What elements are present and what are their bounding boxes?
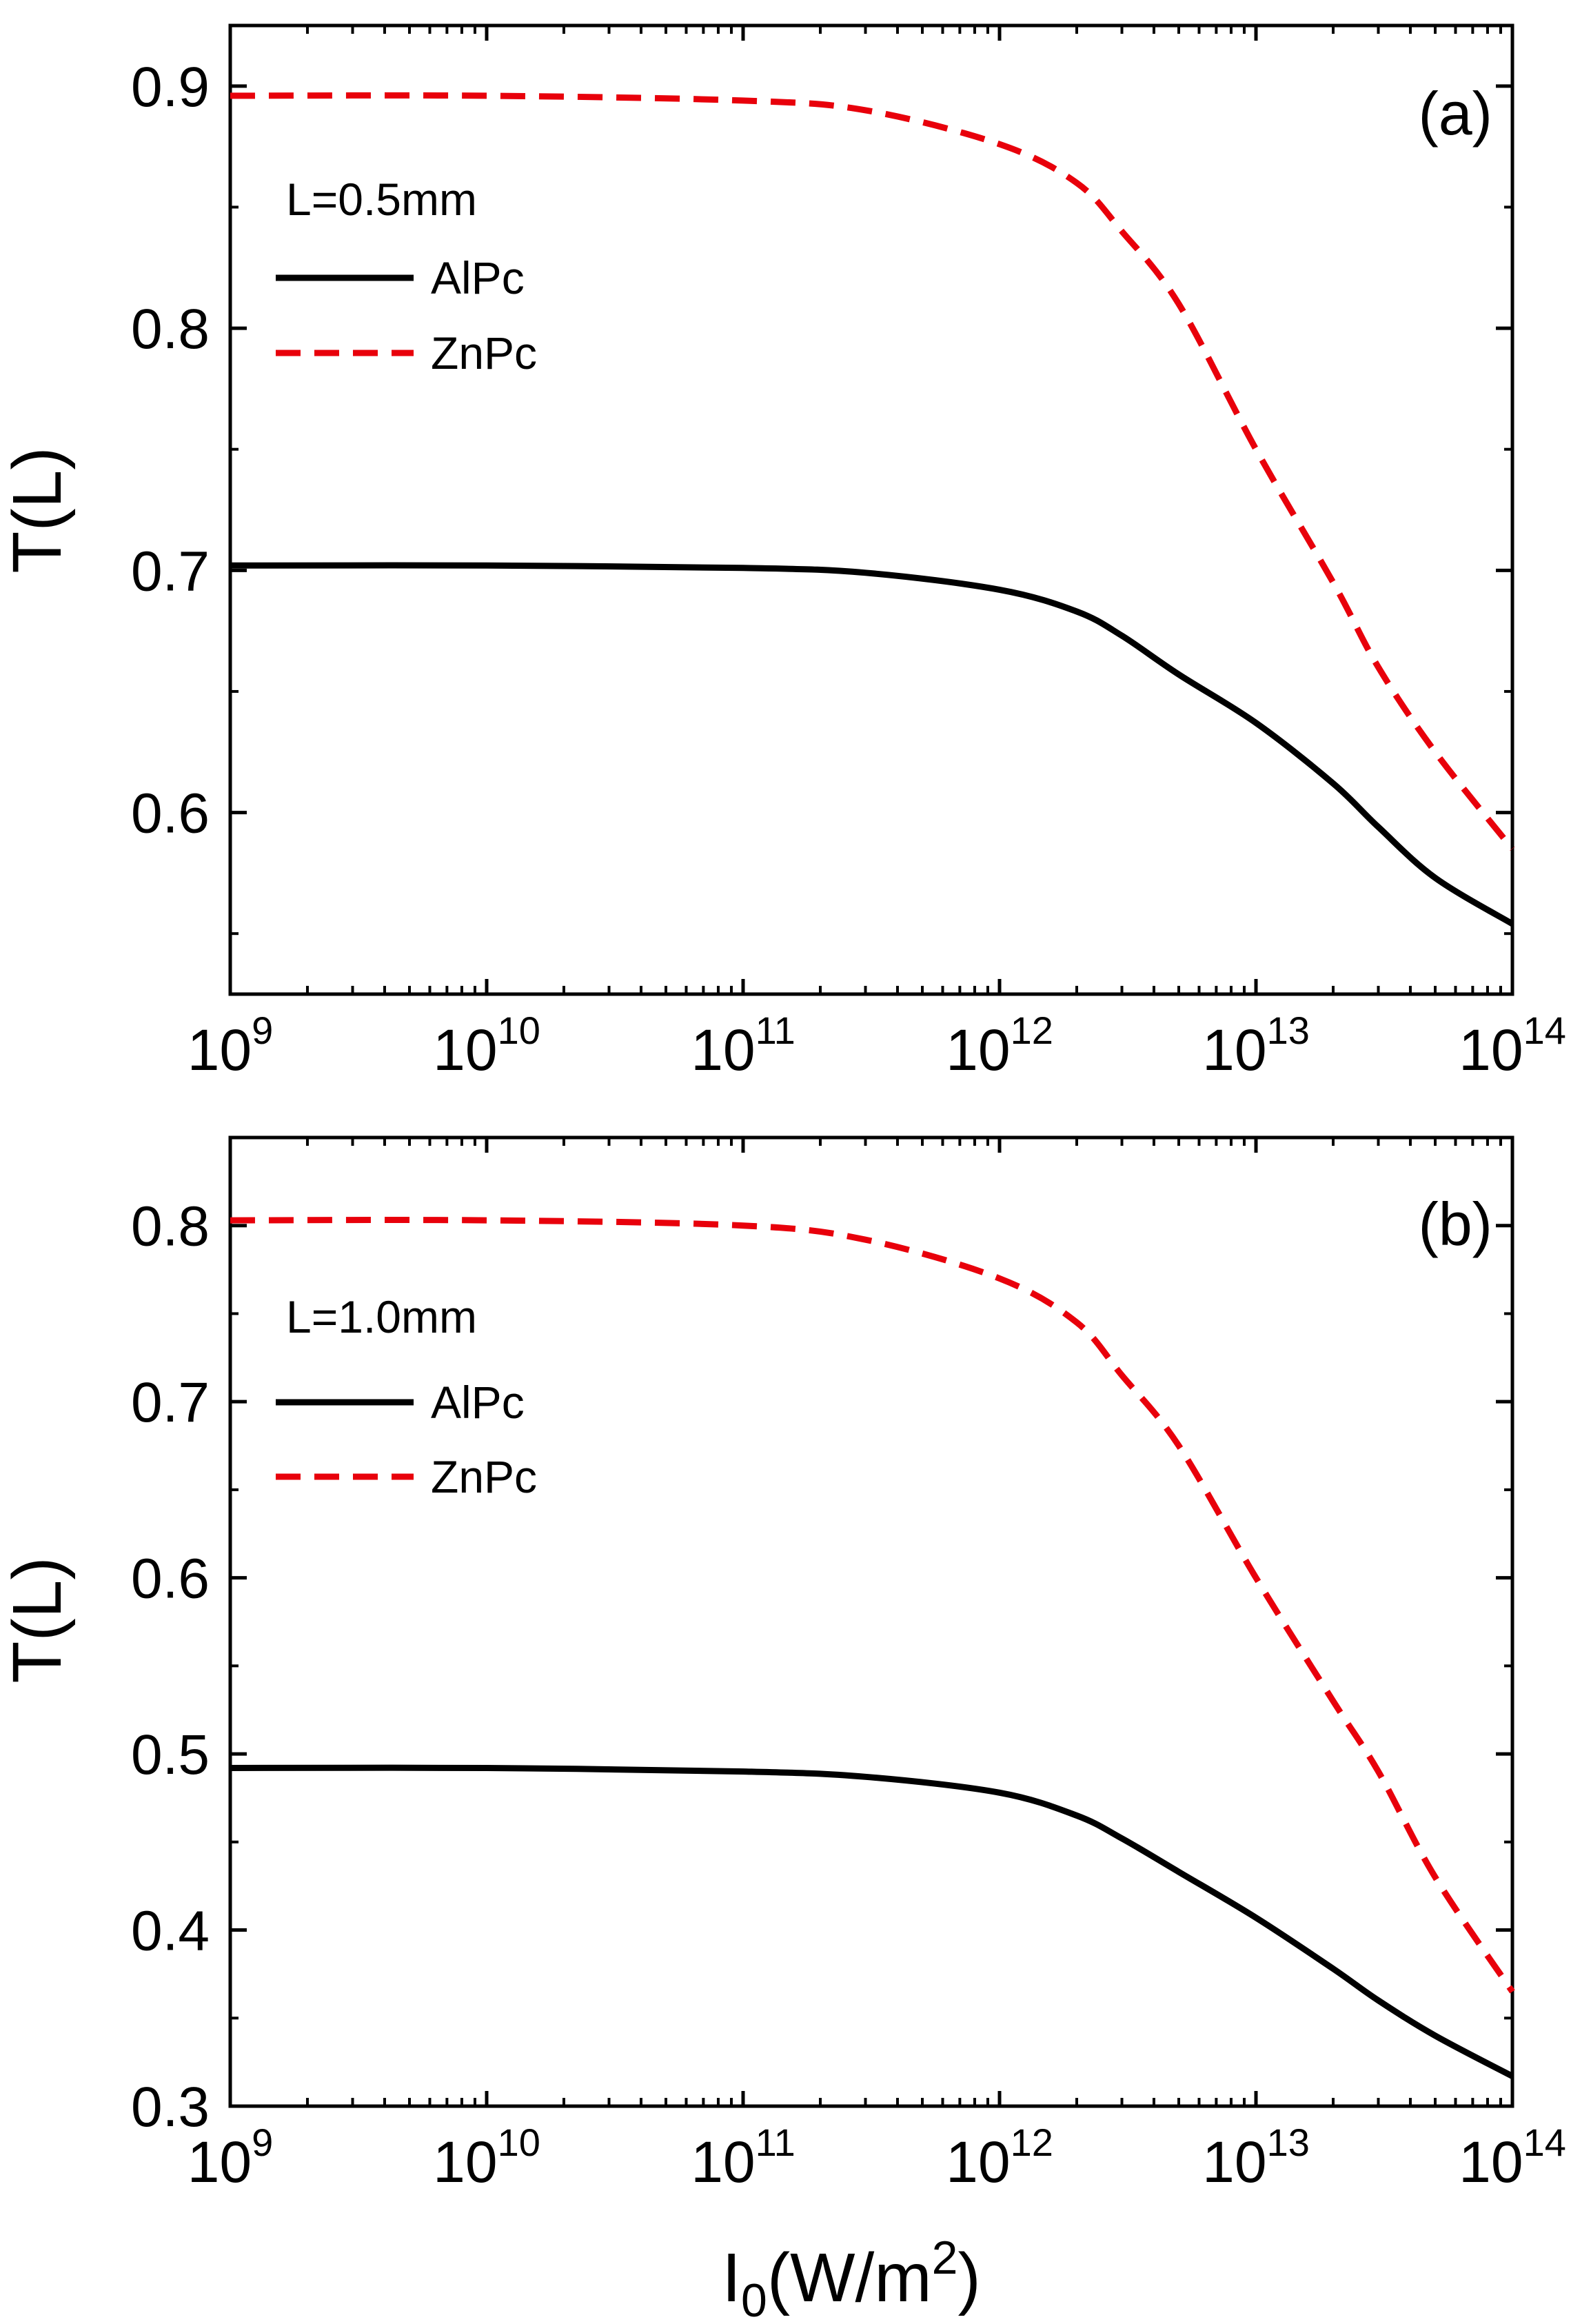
x-tick-label: 1013 xyxy=(1202,2121,1310,2194)
x-tick-label: 1013 xyxy=(1202,1009,1310,1082)
x-tick-label: 1010 xyxy=(433,1009,540,1082)
panel-b-legend-znpc-label: ZnPc xyxy=(431,1451,537,1502)
y-tick-label: 0.6 xyxy=(131,782,210,845)
series-line-znpc xyxy=(230,92,1515,851)
panel-b-tick-labels: 109 1010 1011 1012 1013 1014 0.3 0.4 0.5 0.6 0.7 0.… xyxy=(131,1195,1566,2194)
x-tick-label: 109 xyxy=(187,1009,274,1082)
panel-a-legend-znpc-label: ZnPc xyxy=(431,327,537,378)
y-tick-label: 0.6 xyxy=(131,1548,210,1610)
y-tick-label: 0.4 xyxy=(131,1900,210,1963)
x-axis-label: I0(W/m2) xyxy=(722,2232,981,2324)
panel-a: 109 1010 1011 1012 1013 1014 0.6 0.7 0.8 0.9 T(L)… xyxy=(0,23,1566,1082)
x-tick-label: 1012 xyxy=(946,2121,1053,2194)
series-line-alpc xyxy=(230,1764,1514,2079)
panel-a-label: (a) xyxy=(1418,79,1492,148)
y-tick-label: 0.9 xyxy=(131,56,210,119)
y-tick-label: 0.8 xyxy=(131,298,210,361)
panel-b-frame xyxy=(228,1135,1514,2108)
x-tick-label: 1011 xyxy=(691,1009,795,1082)
panel-a-series xyxy=(230,92,1515,927)
panel-b-label: (b) xyxy=(1418,1190,1492,1258)
y-tick-label: 0.7 xyxy=(131,540,210,603)
y-tick-label: 0.7 xyxy=(131,1371,210,1434)
panel-a-ticks xyxy=(228,26,1514,994)
panel-b-annotation: L=1.0mm xyxy=(286,1291,477,1342)
y-tick-label: 0.8 xyxy=(131,1195,210,1258)
x-tick-label: 1010 xyxy=(433,2121,540,2194)
x-tick-label: 109 xyxy=(187,2121,274,2194)
panel-a-frame xyxy=(228,23,1514,996)
x-tick-label: 1012 xyxy=(946,1009,1053,1082)
panel-b-ylabel: T(L) xyxy=(0,1557,76,1683)
x-tick-label: 1014 xyxy=(1459,1009,1566,1082)
panel-a-legend-alpc-label: AlPc xyxy=(431,252,525,303)
x-tick-label: 1011 xyxy=(691,2121,795,2194)
y-tick-label: 0.5 xyxy=(131,1724,210,1786)
panel-b-series xyxy=(230,1217,1515,2079)
panel-b: 109 1010 1011 1012 1013 1014 0.3 0.4 0.5 0.6 0.7 0.… xyxy=(0,1135,1566,2324)
panel-a-ylabel: T(L) xyxy=(0,447,76,573)
panel-a-annotation: L=0.5mm xyxy=(286,174,477,225)
panel-b-ticks xyxy=(228,1138,1514,2108)
panel-b-legend-alpc-label: AlPc xyxy=(431,1377,525,1428)
series-line-alpc xyxy=(230,562,1514,927)
y-tick-label: 0.3 xyxy=(131,2076,210,2139)
series-line-znpc xyxy=(230,1217,1515,1994)
panel-a-tick-labels: 109 1010 1011 1012 1013 1014 0.6 0.7 0.8 0.9 xyxy=(131,56,1566,1082)
x-tick-label: 1014 xyxy=(1459,2121,1566,2194)
